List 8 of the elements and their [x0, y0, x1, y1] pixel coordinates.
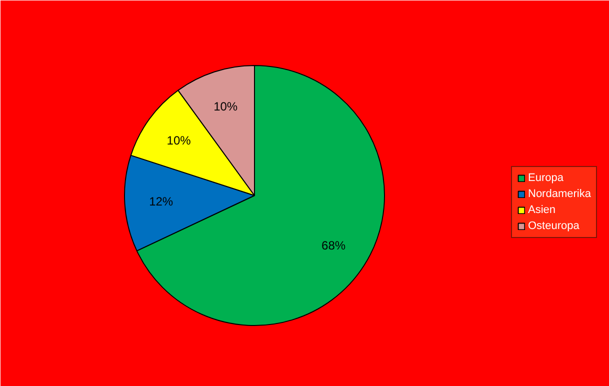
legend-label: Osteuropa	[528, 220, 580, 232]
legend-label: Asien	[528, 204, 556, 216]
data-label: 12%	[149, 194, 174, 208]
data-label: 68%	[322, 238, 346, 253]
data-label: 10%	[214, 99, 238, 114]
legend-label: Nordamerika	[528, 188, 591, 200]
data-label: 10%	[166, 133, 192, 148]
legend-label: Europa	[528, 172, 564, 184]
